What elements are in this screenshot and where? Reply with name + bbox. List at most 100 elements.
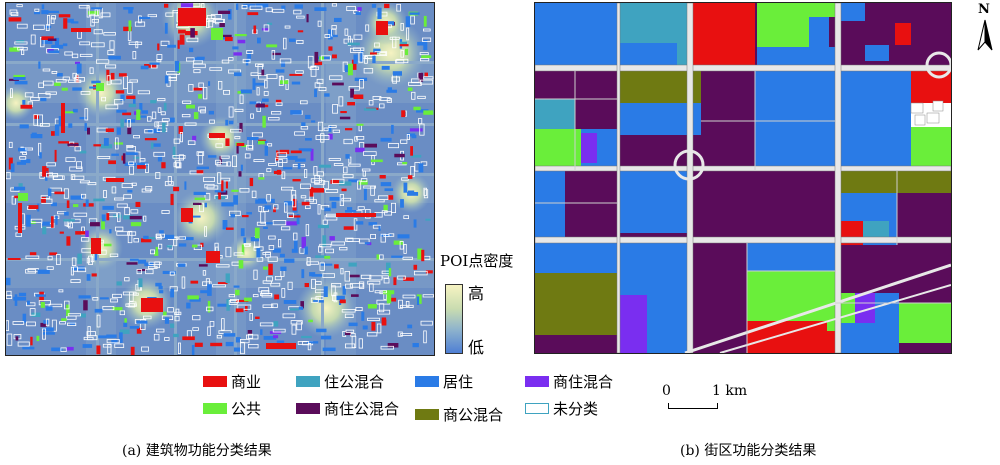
building bbox=[70, 195, 84, 200]
building bbox=[42, 221, 50, 226]
building bbox=[13, 74, 25, 78]
building bbox=[236, 143, 245, 146]
building bbox=[106, 334, 117, 338]
building bbox=[370, 52, 377, 55]
building bbox=[181, 276, 186, 289]
building bbox=[422, 294, 434, 298]
building bbox=[361, 168, 371, 172]
building bbox=[422, 37, 432, 42]
building bbox=[379, 254, 384, 260]
building bbox=[158, 285, 163, 290]
building bbox=[273, 321, 279, 327]
building bbox=[379, 97, 391, 101]
legend-swatch bbox=[415, 408, 439, 420]
building bbox=[264, 145, 268, 156]
legend-swatch bbox=[525, 402, 549, 414]
building bbox=[13, 77, 26, 80]
legend-label: 商住公混合 bbox=[324, 399, 400, 418]
building bbox=[135, 284, 141, 291]
building bbox=[122, 112, 132, 116]
building bbox=[402, 162, 408, 165]
city-block bbox=[757, 3, 835, 17]
building bbox=[139, 158, 146, 162]
building bbox=[265, 7, 273, 13]
legend-swatch bbox=[203, 402, 227, 414]
building bbox=[174, 60, 180, 72]
building bbox=[22, 346, 35, 350]
building bbox=[128, 20, 132, 32]
building bbox=[203, 176, 216, 182]
building bbox=[407, 190, 415, 193]
building bbox=[413, 270, 428, 276]
building bbox=[198, 82, 204, 88]
building bbox=[379, 52, 387, 56]
building bbox=[112, 293, 122, 298]
building bbox=[418, 72, 424, 82]
building bbox=[330, 180, 340, 184]
building bbox=[102, 305, 115, 311]
building bbox=[272, 328, 286, 333]
building bbox=[381, 210, 388, 214]
building bbox=[301, 269, 305, 279]
building bbox=[57, 73, 63, 77]
building bbox=[27, 300, 30, 305]
building bbox=[41, 10, 49, 15]
building bbox=[156, 59, 162, 63]
scale-end-label: 1 km bbox=[712, 383, 748, 399]
building bbox=[283, 202, 288, 213]
building bbox=[348, 179, 359, 183]
building bbox=[317, 121, 324, 132]
building bbox=[198, 106, 206, 112]
building bbox=[14, 80, 28, 85]
public-building bbox=[18, 193, 28, 201]
building bbox=[279, 149, 290, 154]
scale-bar-line bbox=[668, 403, 718, 409]
building bbox=[367, 280, 381, 285]
building bbox=[386, 294, 392, 304]
building bbox=[76, 161, 82, 169]
building bbox=[225, 181, 228, 189]
building bbox=[247, 333, 254, 339]
building bbox=[247, 330, 253, 335]
building bbox=[182, 336, 195, 341]
building bbox=[34, 11, 41, 15]
building bbox=[103, 190, 107, 198]
building bbox=[160, 111, 166, 116]
building bbox=[413, 106, 421, 111]
building bbox=[389, 297, 397, 302]
building bbox=[63, 219, 75, 222]
building bbox=[298, 306, 304, 310]
building bbox=[123, 194, 132, 199]
building bbox=[295, 158, 306, 162]
building bbox=[154, 251, 159, 256]
building bbox=[325, 248, 335, 254]
building bbox=[260, 329, 263, 335]
building bbox=[263, 266, 268, 270]
building bbox=[141, 346, 149, 352]
building bbox=[25, 147, 33, 151]
building bbox=[141, 188, 152, 193]
building bbox=[244, 153, 251, 159]
building bbox=[278, 159, 283, 167]
building bbox=[341, 309, 356, 313]
building bbox=[166, 245, 173, 248]
building bbox=[78, 5, 90, 9]
building bbox=[165, 12, 174, 17]
building bbox=[94, 308, 103, 313]
city-block bbox=[841, 3, 865, 21]
building bbox=[405, 300, 410, 307]
building bbox=[10, 11, 19, 17]
building bbox=[332, 129, 341, 133]
building bbox=[278, 75, 284, 86]
building bbox=[142, 315, 152, 320]
building bbox=[143, 235, 149, 239]
building bbox=[84, 123, 87, 131]
building bbox=[58, 289, 64, 293]
building bbox=[345, 154, 350, 159]
building bbox=[386, 21, 394, 26]
building bbox=[217, 81, 223, 90]
building bbox=[79, 180, 90, 184]
building bbox=[256, 248, 261, 258]
building bbox=[261, 98, 269, 102]
building bbox=[92, 296, 99, 301]
